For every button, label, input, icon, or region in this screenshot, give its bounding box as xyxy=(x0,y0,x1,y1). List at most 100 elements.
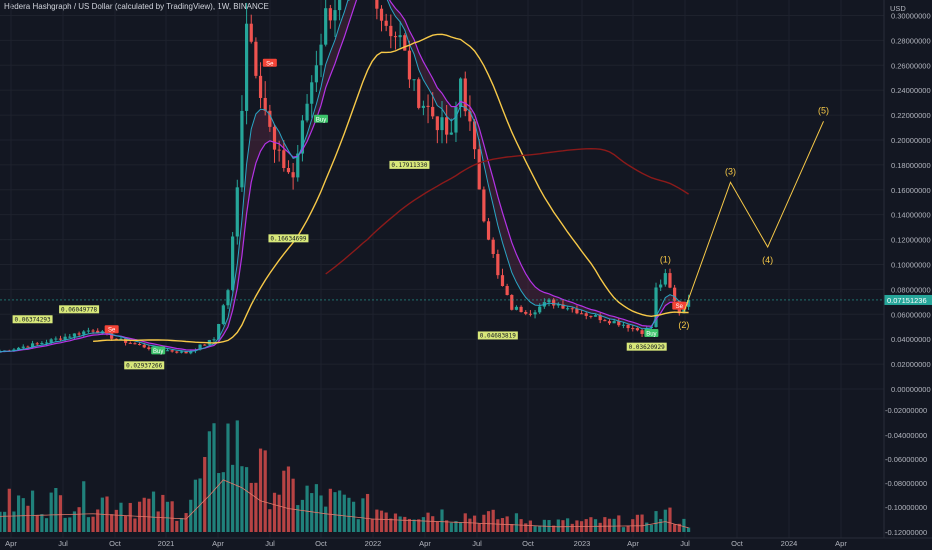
volume-bar[interactable] xyxy=(519,519,523,532)
volume-bar[interactable] xyxy=(621,527,626,532)
volume-bar[interactable] xyxy=(468,518,472,532)
candle[interactable] xyxy=(379,8,384,21)
volume-bar[interactable] xyxy=(17,495,21,532)
signal-sell-marker[interactable] xyxy=(104,325,119,334)
volume-bar[interactable] xyxy=(612,518,616,532)
volume-bar[interactable] xyxy=(254,482,258,532)
volume-bar[interactable] xyxy=(286,466,291,532)
candle[interactable] xyxy=(296,153,300,178)
volume-bar[interactable] xyxy=(30,490,35,532)
volume-bar[interactable] xyxy=(156,511,160,532)
volume-bar[interactable] xyxy=(626,526,630,532)
candle[interactable] xyxy=(324,8,328,45)
volume-bar[interactable] xyxy=(635,514,640,532)
volume-bar[interactable] xyxy=(533,526,537,532)
volume-bar[interactable] xyxy=(68,517,72,532)
candle[interactable] xyxy=(110,333,114,339)
candle[interactable] xyxy=(589,315,593,317)
candle[interactable] xyxy=(40,343,44,345)
volume-bar[interactable] xyxy=(263,450,267,532)
volume-bar[interactable] xyxy=(449,522,453,532)
candle[interactable] xyxy=(389,25,393,37)
volume-bar[interactable] xyxy=(677,523,681,532)
candle[interactable] xyxy=(26,346,30,348)
candle[interactable] xyxy=(468,111,472,122)
volume-bar[interactable] xyxy=(389,518,393,532)
volume-bar[interactable] xyxy=(244,467,249,532)
volume-bar[interactable] xyxy=(21,498,25,532)
volume-bar[interactable] xyxy=(445,520,449,532)
candle[interactable] xyxy=(505,286,509,295)
volume-bar[interactable] xyxy=(682,518,686,532)
volume-bar[interactable] xyxy=(282,470,286,532)
volume-bar[interactable] xyxy=(161,494,165,532)
volume-bar[interactable] xyxy=(272,492,277,532)
candle[interactable] xyxy=(231,236,235,291)
candle[interactable] xyxy=(454,106,458,133)
candle[interactable] xyxy=(547,299,551,303)
candle[interactable] xyxy=(333,10,337,21)
volume-bar[interactable] xyxy=(496,519,500,532)
volume-bar[interactable] xyxy=(193,479,198,532)
volume-bar[interactable] xyxy=(86,517,90,532)
volume-bar[interactable] xyxy=(510,524,514,532)
volume-bar[interactable] xyxy=(128,502,132,532)
volume-bar[interactable] xyxy=(370,518,374,532)
candle[interactable] xyxy=(486,221,491,240)
candle[interactable] xyxy=(184,351,188,354)
candle[interactable] xyxy=(249,23,253,42)
candle[interactable] xyxy=(58,338,63,340)
signal-sell-marker[interactable] xyxy=(672,301,687,310)
candle[interactable] xyxy=(617,321,621,326)
candle[interactable] xyxy=(291,172,295,178)
volume-bar[interactable] xyxy=(398,516,402,532)
candle[interactable] xyxy=(221,305,225,324)
volume-bar[interactable] xyxy=(640,514,644,532)
candle[interactable] xyxy=(226,290,230,306)
candle[interactable] xyxy=(491,239,495,254)
candle[interactable] xyxy=(244,23,249,111)
volume-bar[interactable] xyxy=(486,511,491,532)
volume-bar[interactable] xyxy=(0,511,2,532)
volume-bar[interactable] xyxy=(184,513,188,532)
candle[interactable] xyxy=(398,35,402,38)
candle[interactable] xyxy=(49,339,53,343)
volume-bar[interactable] xyxy=(189,499,193,532)
volume-bar[interactable] xyxy=(58,495,63,532)
volume-bar[interactable] xyxy=(212,423,216,532)
volume-bar[interactable] xyxy=(137,501,142,532)
candle[interactable] xyxy=(286,168,291,173)
candle[interactable] xyxy=(263,97,267,111)
volume-bar[interactable] xyxy=(566,518,570,532)
volume-bar[interactable] xyxy=(12,511,16,532)
volume-bar[interactable] xyxy=(338,490,342,532)
candle[interactable] xyxy=(435,116,439,131)
volume-bar[interactable] xyxy=(491,509,495,532)
candle[interactable] xyxy=(375,0,379,9)
volume-bar[interactable] xyxy=(142,497,146,532)
candle[interactable] xyxy=(463,78,467,112)
candle[interactable] xyxy=(445,117,449,135)
volume-bar[interactable] xyxy=(407,518,412,532)
volume-bar[interactable] xyxy=(231,464,235,532)
signal-buy-marker[interactable] xyxy=(314,114,329,123)
volume-bar[interactable] xyxy=(617,515,621,532)
volume-bar[interactable] xyxy=(607,518,612,532)
volume-bar[interactable] xyxy=(472,515,477,532)
candle[interactable] xyxy=(412,79,416,81)
volume-bar[interactable] xyxy=(435,521,439,532)
volume-bar[interactable] xyxy=(598,522,602,532)
candle[interactable] xyxy=(538,306,542,313)
volume-bar[interactable] xyxy=(314,484,318,532)
candle[interactable] xyxy=(44,342,49,344)
candle[interactable] xyxy=(82,331,86,335)
volume-bar[interactable] xyxy=(365,493,370,532)
volume-bar[interactable] xyxy=(49,492,53,532)
candle[interactable] xyxy=(119,338,123,340)
volume-bar[interactable] xyxy=(221,472,225,532)
volume-bar[interactable] xyxy=(310,493,314,532)
candle[interactable] xyxy=(305,103,309,121)
volume-bar[interactable] xyxy=(296,505,300,532)
volume-bar[interactable] xyxy=(291,478,295,532)
volume-bar[interactable] xyxy=(44,518,49,532)
